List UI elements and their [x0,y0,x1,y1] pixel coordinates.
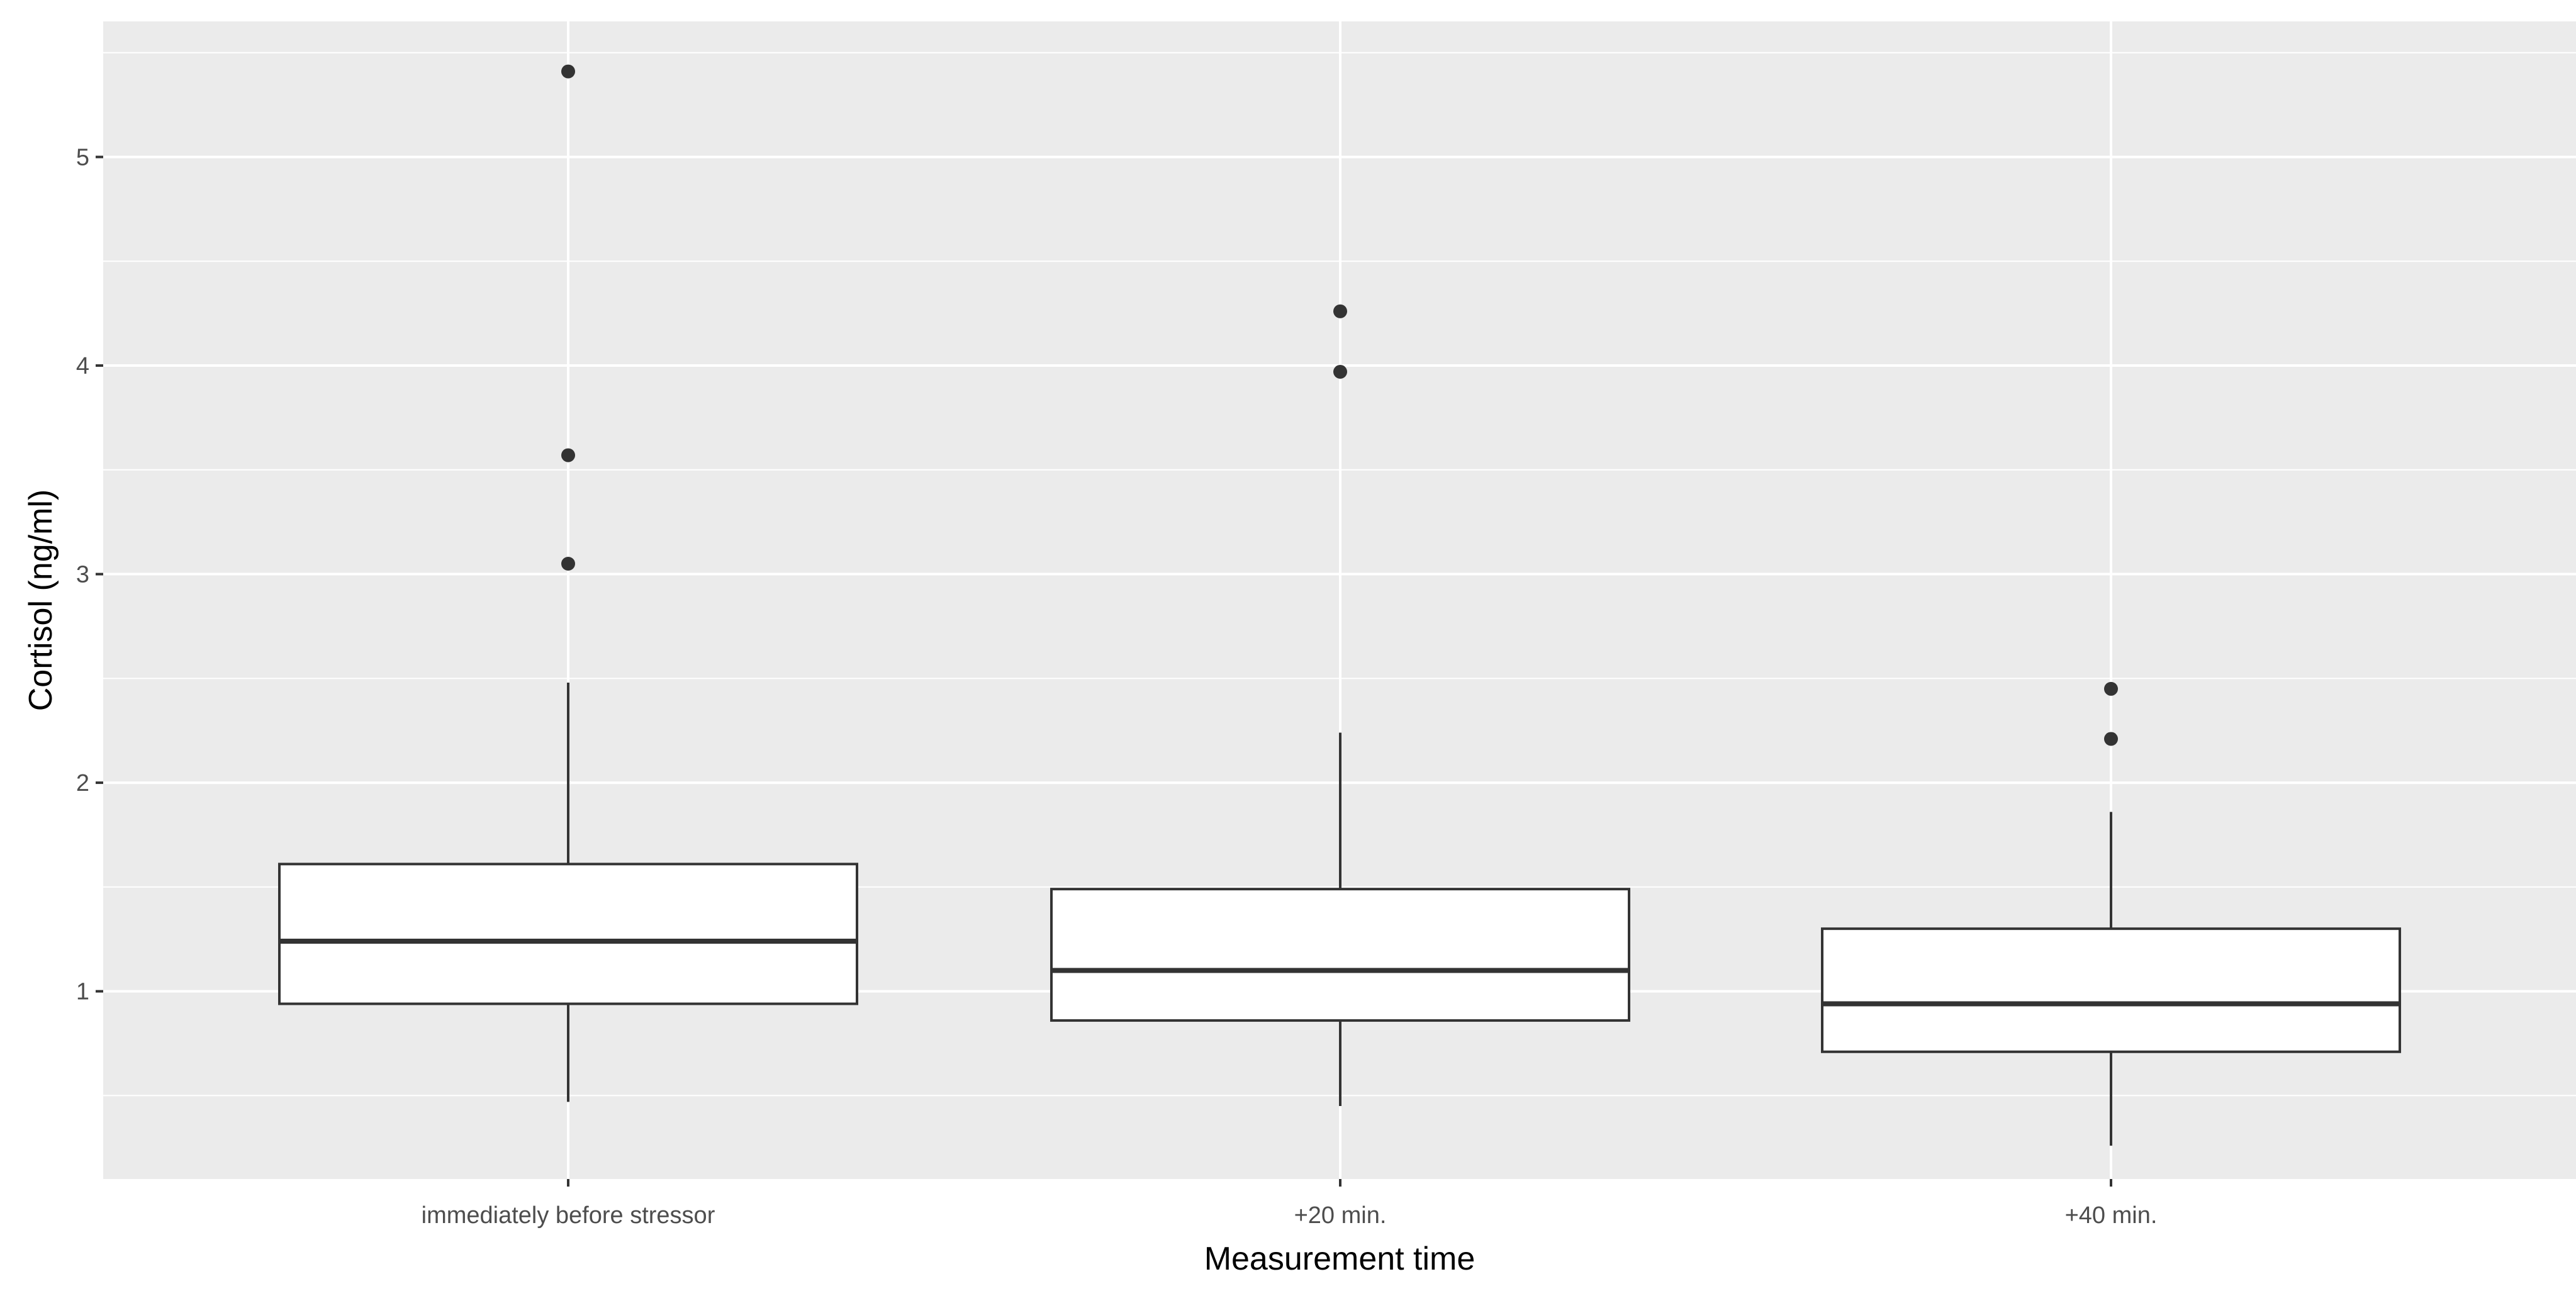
y-tick-label: 3 [76,562,89,588]
box-iqr [278,863,858,1005]
y-tick-label: 2 [76,770,89,796]
outlier-point [561,64,575,79]
box-iqr [1821,927,2401,1053]
outlier-point [561,448,575,462]
box-group [278,64,858,1102]
boxplot-series [278,64,2401,1146]
x-tick-label: +20 min. [1294,1202,1387,1229]
outlier-point [561,556,575,571]
y-tick-label: 4 [76,353,89,379]
outlier-point [2104,681,2118,696]
x-tick-label: immediately before stressor [422,1202,715,1229]
box-group [1821,681,2401,1146]
x-axis-title: Measurement time [1204,1241,1476,1277]
box-iqr [1050,888,1630,1022]
outlier-point [1333,364,1347,379]
outlier-point [2104,732,2118,746]
y-tick-label: 1 [76,979,89,1005]
y-tick-label: 5 [76,144,89,170]
y-axis-title: Cortisol (ng/ml) [23,489,59,712]
x-axis: immediately before stressor +20 min. +40 m… [422,1179,2158,1229]
box-group [1050,304,1630,1106]
outlier-point [1333,304,1347,318]
y-axis: 1 2 3 4 5 [76,144,103,1005]
x-tick-label: +40 min. [2065,1202,2158,1229]
